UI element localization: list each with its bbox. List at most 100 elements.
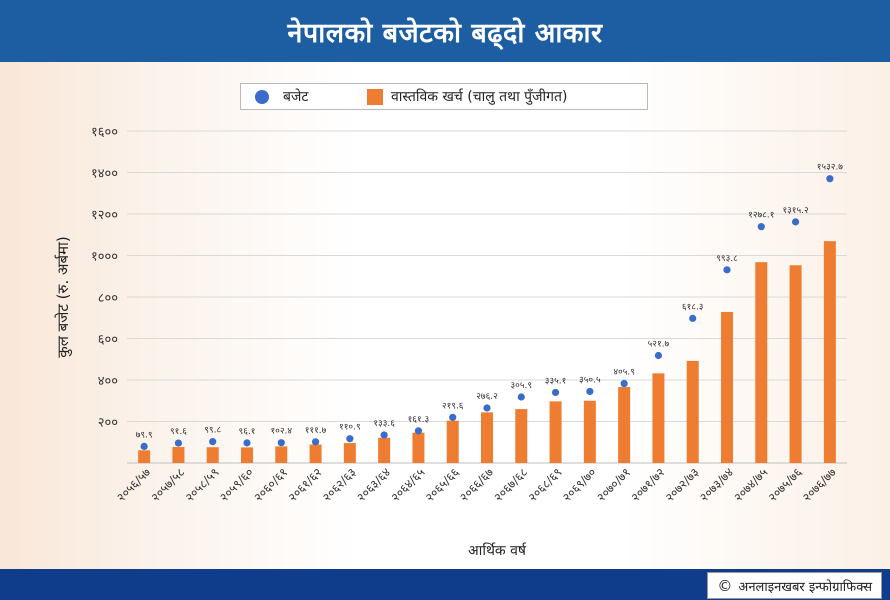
budget-data-label: ३५०.५ (579, 375, 601, 385)
budget-data-label: ५२१.७ (648, 340, 670, 350)
x-tick-label: २०७१/७२ (628, 465, 667, 504)
chart-legend: बजेट वास्तविक खर्च (चालु तथा पुँजीगत) (240, 83, 648, 110)
x-tick-label: २०६२/६३ (320, 465, 359, 504)
budget-data-label: १२७८.१ (748, 211, 774, 221)
expense-bar (721, 311, 733, 463)
budget-point (140, 442, 148, 450)
legend-item-expense: वास्तविक खर्च (चालु तथा पुँजीगत) (367, 84, 567, 109)
expense-bar (652, 373, 665, 463)
x-tick-label: २०५६/५७ (114, 465, 153, 504)
x-tick-label: २०७५/७६ (765, 465, 804, 504)
expense-bar (618, 387, 631, 463)
x-tick-label: २०७४/७५ (731, 465, 770, 504)
budget-data-label: ७९.९ (136, 430, 153, 440)
x-tick-label: २०५७/५८ (148, 465, 187, 504)
budget-point (826, 175, 834, 183)
y-tick-label: १२०० (91, 208, 118, 223)
expense-bar (412, 432, 425, 463)
budget-data-label: ९१.६ (170, 427, 187, 437)
y-axis-title: कुल बजेट (रु. अर्बमा) (54, 236, 73, 358)
budget-point (757, 223, 765, 231)
legend-label-budget: बजेट (283, 89, 309, 105)
budget-data-label: १५३२.७ (817, 163, 844, 173)
expense-bar (823, 241, 836, 463)
y-tick-label: १००० (91, 250, 118, 265)
budget-point (380, 431, 388, 439)
expense-bar (172, 447, 185, 463)
page-title: नेपालको बजेटको बढ्दो आकार (0, 0, 890, 62)
x-tick-label: २०६८/६९ (525, 465, 564, 504)
x-tick-label: २०५९/६० (217, 465, 256, 504)
budget-data-label: ४०५.९ (613, 368, 635, 378)
budget-data-label: १६१.३ (408, 415, 430, 425)
budget-data-label: ९९.८ (204, 426, 221, 436)
budget-data-label: २१९.६ (442, 401, 464, 411)
x-tick-label: २०७०/७१ (594, 465, 633, 504)
credit-text: अनलाइनखबर इन्फोग्राफिक्स (738, 579, 872, 595)
y-tick-label: ४०० (98, 374, 118, 389)
expense-bar (138, 450, 151, 463)
budget-point (483, 404, 491, 412)
expense-bar (241, 447, 253, 463)
y-tick-label: १४०० (91, 167, 118, 182)
expense-bar (755, 262, 768, 463)
budget-data-label: ९९३.८ (716, 254, 738, 264)
budget-point (346, 435, 354, 443)
expense-bar (515, 409, 528, 463)
budget-data-label: १०२.४ (270, 427, 292, 437)
budget-dot-icon (255, 89, 269, 104)
expense-bar (446, 420, 459, 463)
expense-bar (686, 360, 699, 463)
legend-item-budget: बजेट (255, 84, 308, 109)
x-tick-label: २०७३/७४ (697, 465, 736, 504)
x-tick-label: २०६९/७० (560, 465, 599, 504)
expense-bar (583, 400, 596, 463)
y-tick-label: २०० (98, 416, 118, 431)
budget-point (791, 218, 800, 226)
budget-point (311, 438, 320, 446)
footer-bar: © अनलाइनखबर इन्फोग्राफिक्स (0, 569, 890, 600)
x-tick-label: २०६०/६१ (251, 465, 290, 504)
budget-point (723, 266, 731, 274)
x-tick-label: २०७२/७३ (663, 465, 702, 504)
budget-point (174, 439, 183, 447)
x-tick-label: २०६७/६८ (491, 465, 530, 504)
budget-data-label: ६१८.३ (682, 302, 704, 312)
x-axis-title: आर्थिक वर्ष (468, 542, 527, 559)
budget-data-label: ११०.९ (339, 423, 361, 433)
expense-bar (789, 265, 802, 463)
expense-bar (309, 444, 322, 463)
x-tick-label: २०६४/६५ (388, 465, 427, 504)
expense-bar (343, 443, 356, 463)
budget-data-label: ३३५.१ (545, 376, 567, 386)
budget-data-label: १३१५.२ (782, 206, 809, 216)
copyright-icon: © (717, 576, 733, 595)
budget-point (620, 379, 628, 388)
footer-credit: © अनलाइनखबर इन्फोग्राफिक्स (707, 572, 882, 599)
y-tick-label: १६०० (91, 125, 118, 140)
x-tick-label: २०६५/६६ (423, 465, 462, 504)
budget-point (586, 387, 594, 396)
budget-data-label: २७६.२ (476, 392, 498, 402)
y-tick-label: ८०० (98, 291, 118, 306)
expense-bar (549, 401, 562, 463)
y-tick-label: ६०० (98, 333, 118, 348)
expense-bar (275, 446, 288, 463)
expense-bar (206, 447, 219, 463)
budget-data-label: ३०५.९ (510, 381, 532, 391)
legend-label-expense: वास्तविक खर्च (चालु तथा पुँजीगत) (391, 89, 568, 105)
expense-square-icon (367, 88, 383, 105)
budget-data-label: ९६.१ (239, 427, 256, 437)
expense-bar (378, 437, 391, 463)
x-tick-label: २०७६/७७ (800, 465, 839, 504)
budget-point (689, 314, 697, 322)
budget-point (277, 439, 285, 447)
budget-point (414, 427, 423, 435)
x-tick-label: २०६३/६४ (354, 465, 393, 504)
expense-bar (481, 412, 493, 463)
budget-data-label: १११.७ (305, 426, 327, 436)
budget-point (654, 351, 663, 360)
budget-point (551, 388, 560, 397)
budget-data-label: १३३.६ (373, 419, 395, 429)
